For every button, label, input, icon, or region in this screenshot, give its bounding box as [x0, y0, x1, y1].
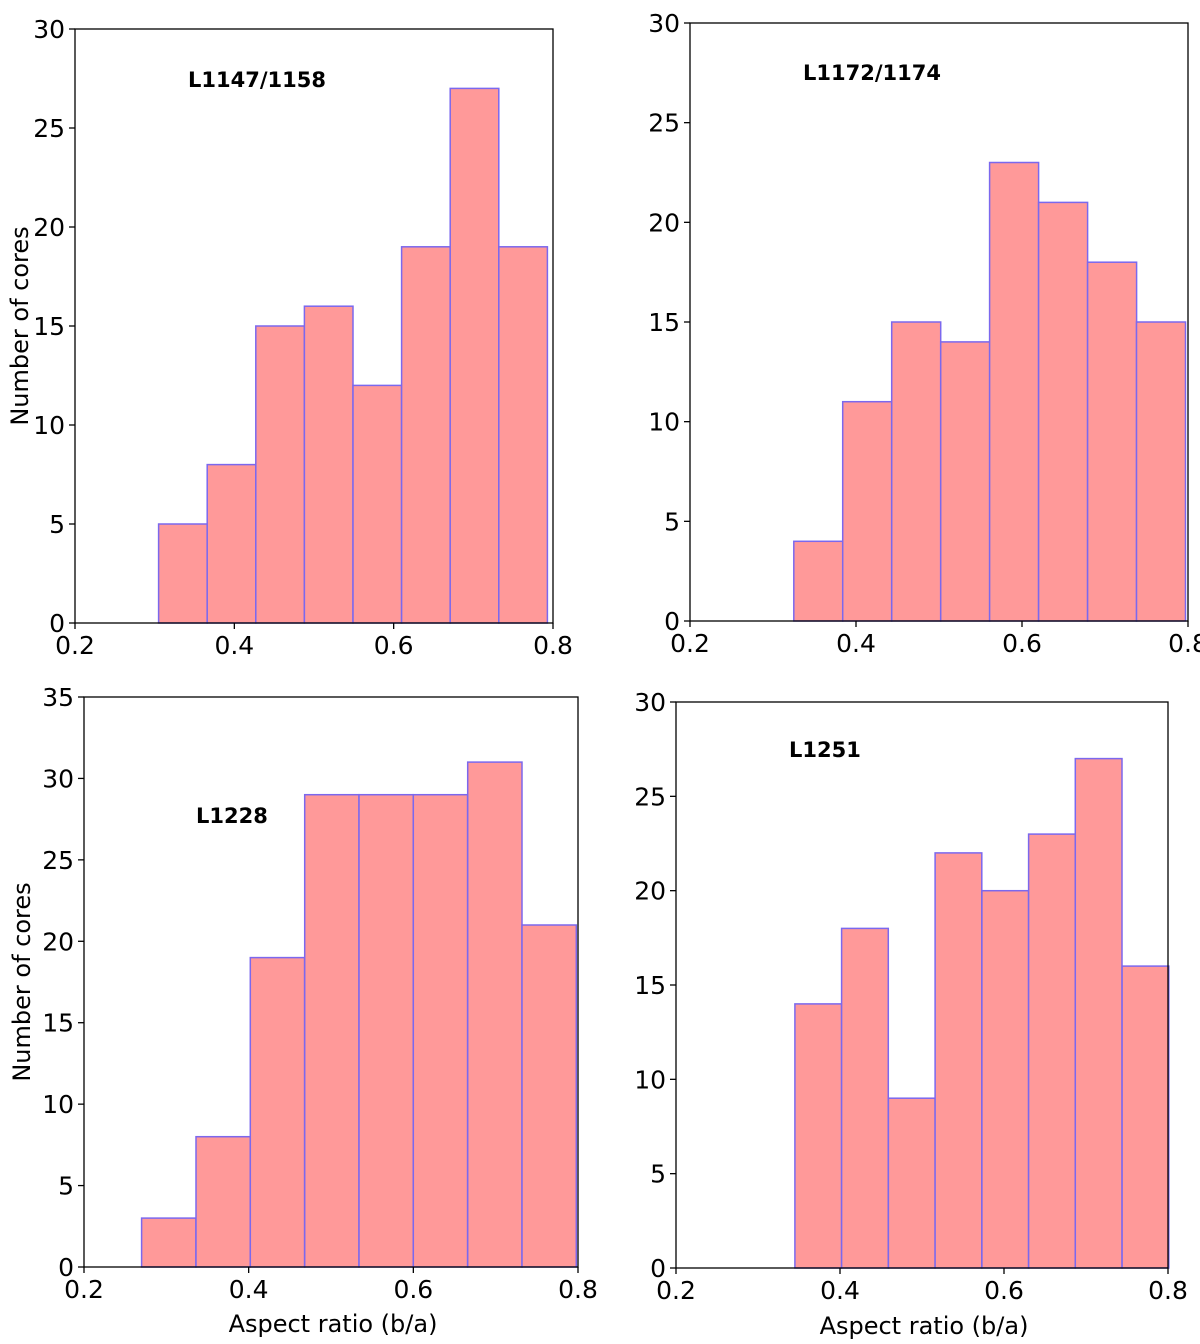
- y-tick-label: 35: [42, 683, 74, 712]
- histogram-bar: [840, 927, 890, 1269]
- y-tick-label: 5: [49, 510, 65, 539]
- histogram-bar: [1086, 261, 1138, 622]
- x-tick-label: 0.8: [1168, 629, 1200, 658]
- chart-panel-4: 0 5 10 15 20 25 30 0.2 0.4 0.6 0.8 L1251 Aspect rati…: [634, 688, 1188, 1340]
- x-tick-label: 0.8: [1148, 1276, 1188, 1305]
- histogram-bar: [939, 341, 991, 622]
- histogram-bar: [1037, 201, 1089, 622]
- histogram-bar: [140, 1217, 197, 1268]
- y-tick-label: 30: [648, 9, 680, 38]
- histogram-bar: [449, 87, 500, 624]
- y-tick-label: 5: [664, 507, 680, 536]
- chart-panel-2: 0 5 10 15 20 25 30 0.2 0.4 0.6 0.8 L1172/1174: [648, 9, 1200, 658]
- histogram-bar: [1121, 965, 1170, 1269]
- histogram-bar: [794, 1003, 843, 1269]
- histogram-bar: [1135, 321, 1187, 622]
- chart-panel-1: 0 5 10 15 20 25 30 0.2 0.4 0.6 0.8 L1147/1158 Number…: [6, 15, 573, 660]
- x-tick-label: 0.4: [836, 629, 876, 658]
- x-axis-label: Aspect ratio (b/a): [229, 1310, 438, 1338]
- histogram-bar: [303, 793, 360, 1268]
- y-tick-label: 0: [650, 1254, 666, 1283]
- y-tick-label: 0: [664, 607, 680, 636]
- x-tick-label: 0.8: [558, 1275, 598, 1304]
- histogram-bar: [521, 924, 578, 1268]
- y-tick-label: 15: [42, 1009, 74, 1038]
- histogram-bar: [412, 793, 469, 1268]
- histogram-bar: [358, 793, 415, 1268]
- histogram-bar: [303, 305, 354, 624]
- y-tick-label: 20: [634, 877, 666, 906]
- histogram-bar: [934, 852, 983, 1269]
- x-tick-label: 0.2: [55, 631, 95, 660]
- x-tick-label: 0.4: [214, 631, 254, 660]
- histogram-bar: [206, 463, 257, 624]
- histogram-bar: [988, 161, 1040, 622]
- histogram-bar: [157, 523, 208, 624]
- y-tick-label: 5: [58, 1172, 74, 1201]
- y-tick-label: 25: [648, 109, 680, 138]
- region-title: L1147/1158: [188, 68, 326, 92]
- histogram-bar: [793, 540, 844, 622]
- x-tick-label: 0.2: [64, 1275, 104, 1304]
- y-tick-label: 10: [33, 411, 65, 440]
- histogram-bar: [249, 956, 306, 1268]
- x-axis-label: Aspect ratio (b/a): [820, 1312, 1029, 1340]
- y-tick-label: 10: [648, 408, 680, 437]
- y-tick-label: 30: [634, 688, 666, 717]
- histogram-bar: [498, 246, 549, 624]
- y-axis-label: Number of cores: [6, 226, 34, 425]
- y-tick-label: 15: [648, 308, 680, 337]
- histogram-bar: [255, 325, 306, 624]
- x-tick-label: 0.2: [656, 1276, 696, 1305]
- y-tick-label: 5: [650, 1160, 666, 1189]
- x-tick-label: 0.4: [820, 1276, 860, 1305]
- y-tick-label: 10: [42, 1090, 74, 1119]
- plot-frame: [83, 696, 579, 1268]
- chart-panel-3: 0 5 10 15 20 25 30 35 0.2 0.4 0.6 0.8 L1228 Number of…: [8, 683, 598, 1338]
- histogram-bar: [1074, 757, 1123, 1269]
- region-title: L1172/1174: [803, 61, 941, 85]
- x-tick-label: 0.2: [670, 629, 710, 658]
- histogram-bar: [195, 1135, 252, 1268]
- x-tick-label: 0.6: [1002, 629, 1042, 658]
- y-tick-label: 20: [33, 213, 65, 242]
- y-tick-label: 15: [634, 971, 666, 1000]
- y-tick-label: 0: [49, 609, 65, 638]
- x-tick-label: 0.4: [229, 1275, 269, 1304]
- histogram-bar: [466, 761, 523, 1268]
- x-tick-label: 0.6: [393, 1275, 433, 1304]
- y-tick-label: 20: [648, 208, 680, 237]
- region-title: L1251: [789, 738, 861, 762]
- histogram-bar: [890, 321, 942, 622]
- y-tick-label: 0: [58, 1253, 74, 1282]
- y-tick-label: 20: [42, 927, 74, 956]
- histogram-bar: [400, 246, 451, 624]
- histogram-bar: [887, 1097, 936, 1269]
- y-tick-label: 25: [42, 846, 74, 875]
- histogram-bar: [352, 384, 403, 624]
- histogram-bar: [981, 889, 1030, 1269]
- x-tick-label: 0.6: [374, 631, 414, 660]
- y-tick-label: 30: [33, 15, 65, 44]
- y-tick-label: 25: [33, 114, 65, 143]
- y-tick-label: 15: [33, 312, 65, 341]
- histogram-bar: [841, 400, 893, 622]
- x-tick-label: 0.6: [984, 1276, 1024, 1305]
- histogram-bar: [1027, 833, 1077, 1269]
- y-tick-label: 25: [634, 782, 666, 811]
- y-tick-label: 30: [42, 764, 74, 793]
- y-axis-label: Number of cores: [8, 882, 36, 1081]
- x-tick-label: 0.8: [533, 631, 573, 660]
- region-title: L1228: [196, 804, 268, 828]
- y-tick-label: 10: [634, 1065, 666, 1094]
